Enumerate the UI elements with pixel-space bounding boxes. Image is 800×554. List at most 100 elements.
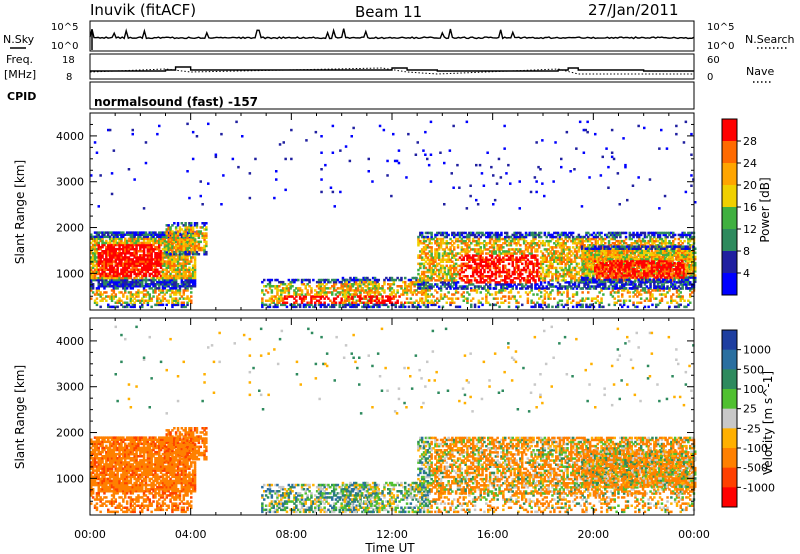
echo-cell (93, 268, 97, 271)
echo-cell (634, 239, 637, 243)
echo-cell (437, 258, 441, 261)
echo-cell (653, 235, 656, 239)
echo-cell (90, 245, 93, 249)
echo-cell (272, 299, 275, 302)
echo-cell (120, 258, 123, 261)
echo-cell (485, 275, 488, 278)
echo-cell (570, 233, 573, 237)
echo-cell (127, 276, 131, 280)
echo-cell (468, 256, 471, 259)
echo-cell (556, 239, 560, 243)
echo-cell (131, 245, 134, 249)
echo-cell (439, 287, 443, 290)
echo-cell (424, 231, 428, 235)
echo-cell (169, 232, 172, 235)
echo-cell (142, 258, 146, 261)
echo-cell (101, 280, 104, 284)
echo-cell (453, 264, 456, 268)
echo-cell (487, 281, 490, 284)
echo-cell (174, 291, 178, 294)
echo-cell (490, 279, 494, 282)
echo-cell (521, 237, 524, 241)
echo-cell (353, 280, 357, 284)
echo-cell (319, 287, 323, 290)
echo-cell (93, 247, 97, 251)
date-title: 27/Jan/2011 (588, 1, 679, 19)
echo-cell (297, 303, 300, 307)
echo-cell (502, 264, 505, 268)
echo-cell (366, 291, 369, 294)
echo-cell (479, 248, 482, 251)
echo-cell (585, 239, 588, 243)
echo-cell (116, 264, 119, 267)
echo-cell (370, 283, 373, 286)
echo-cell (555, 279, 558, 282)
echo-cell (127, 256, 131, 259)
echo-cell (422, 246, 426, 249)
echo-cell (193, 266, 197, 269)
echo-cell (424, 244, 428, 247)
echo-cell (176, 246, 180, 250)
echo-cell (131, 266, 134, 269)
echo-cell (577, 270, 581, 274)
echo-cell (101, 266, 104, 269)
echo-cell (165, 244, 168, 248)
echo-cell (197, 242, 201, 246)
echo-cell (144, 289, 148, 292)
echo-cell (664, 246, 667, 249)
echo-cell (370, 291, 373, 294)
echo-cell (568, 250, 571, 253)
echo-cell (556, 270, 560, 274)
echo-cell (532, 239, 535, 243)
echo-cell (519, 275, 522, 278)
echo-cell (475, 252, 479, 255)
echo-cell (325, 287, 328, 290)
echo-cell (139, 305, 142, 309)
echo-cell (404, 283, 407, 286)
echo-cell (655, 237, 658, 241)
echo-cell (274, 297, 277, 300)
echo-cell (108, 272, 112, 276)
echo-cell (142, 241, 146, 245)
echo-cell (494, 264, 498, 268)
echo-cell (388, 287, 392, 290)
echo-cell (621, 287, 624, 290)
echo-cell (190, 301, 193, 304)
echo-cell (334, 278, 338, 282)
echo-cell (539, 250, 543, 253)
echo-cell (428, 301, 431, 304)
echo-cell (424, 279, 428, 282)
echo-cell (470, 264, 473, 268)
echo-cell (388, 299, 392, 302)
echo-cell (464, 275, 467, 278)
echo-cell (356, 287, 360, 290)
echo-cell (105, 280, 108, 284)
echo-cell (511, 258, 514, 261)
echo-cell (112, 247, 116, 251)
echo-cell (188, 234, 191, 237)
echo-cell (167, 246, 170, 250)
echo-cell (169, 289, 172, 292)
echo-cell (116, 268, 119, 271)
echo-cell (112, 245, 116, 249)
echo-cell (437, 270, 441, 274)
echo-cell (573, 275, 577, 278)
echo-cell (118, 247, 121, 251)
echo-cell (579, 244, 582, 247)
echo-cell (345, 299, 348, 302)
echo-cell (182, 289, 185, 292)
echo-cell (509, 252, 513, 255)
echo-cell (468, 266, 471, 270)
echo-cell (141, 285, 144, 288)
echo-cell (315, 295, 319, 298)
power-heatmap (90, 120, 697, 309)
echo-cell (424, 266, 428, 270)
echo-cell (158, 283, 161, 286)
echo-cell (451, 272, 454, 276)
echo-cell (125, 297, 129, 300)
echo-cell (165, 299, 168, 302)
echo-cell (596, 270, 599, 274)
echo-cell (443, 266, 447, 270)
echo-cell (159, 303, 163, 307)
echo-cell (125, 233, 129, 236)
